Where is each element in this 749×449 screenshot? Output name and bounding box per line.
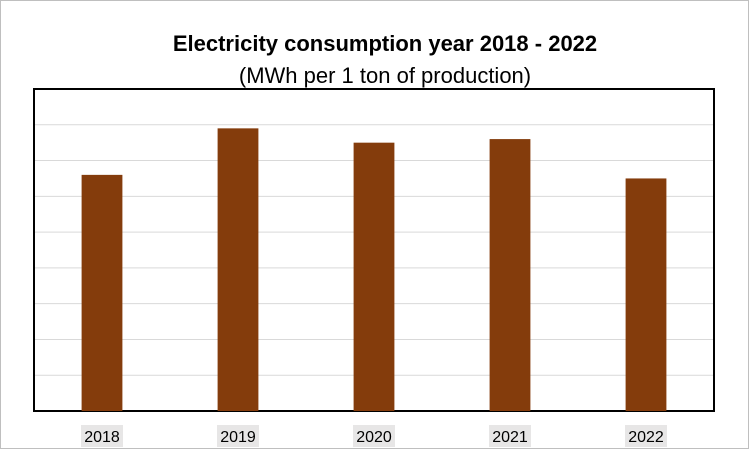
bar-2020 — [353, 142, 395, 411]
bar-2019 — [217, 128, 259, 411]
x-tick-label-background — [217, 425, 259, 447]
bar-2022 — [625, 178, 667, 411]
x-tick-label: 2022 — [628, 429, 664, 446]
x-tick-label-background — [353, 425, 395, 447]
x-tick-label: 2021 — [492, 429, 528, 446]
x-tick-label: 2019 — [220, 429, 256, 446]
bar-2018 — [81, 174, 123, 411]
x-tick-label-background — [489, 425, 531, 447]
bar-2021 — [489, 139, 531, 412]
x-tick-label-background — [625, 425, 667, 447]
chart-subtitle: (MWh per 1 ton of production) — [239, 63, 531, 88]
x-tick-label: 2020 — [356, 429, 392, 446]
chart-title: Electricity consumption year 2018 - 2022 — [173, 31, 597, 56]
bars-group — [81, 128, 667, 412]
x-tick-label-background — [81, 425, 123, 447]
x-tick-labels: 2018 2019 2020 2021 2022 — [81, 425, 667, 447]
x-tick-label: 2018 — [84, 429, 120, 446]
